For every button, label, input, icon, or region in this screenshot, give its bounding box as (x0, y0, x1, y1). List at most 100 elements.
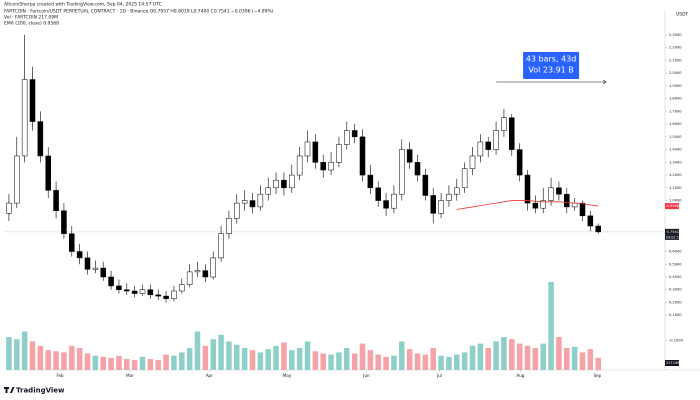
brand: TradingView (16, 387, 65, 395)
candle-body (414, 162, 421, 176)
volume-bar (375, 354, 381, 370)
candle-body (116, 285, 122, 290)
candle-body (179, 284, 185, 292)
ema-line (456, 200, 599, 210)
volume-bar (516, 343, 523, 370)
candle-body (139, 289, 146, 294)
candle-body (579, 202, 586, 217)
candle-body (69, 233, 75, 252)
y-tick-label: 1.5000 (669, 135, 682, 139)
volume-bar (241, 348, 248, 370)
candle-body (124, 289, 130, 292)
volume-bar (29, 341, 36, 370)
y-tick-label: 0.1000 (669, 313, 682, 317)
volume-bars (6, 282, 601, 370)
volume-bar (21, 331, 28, 370)
candle-body (265, 187, 271, 195)
volume-bar (532, 348, 539, 370)
volume-bar (524, 345, 531, 370)
candle-body (359, 136, 366, 176)
volume-bar (186, 348, 193, 370)
y-tick-label: 0.3000 (669, 288, 682, 292)
volume-bar (53, 351, 59, 370)
candle-body (516, 149, 523, 176)
header-author: AltcoinSherpa created with TradingView.c… (4, 2, 162, 8)
candle-body (454, 187, 460, 195)
candle-body (6, 202, 12, 214)
candle-body (336, 144, 342, 163)
volume-bar (194, 331, 201, 370)
volume-bar (446, 356, 452, 370)
volume-bar (344, 348, 350, 370)
volume-label-box (665, 360, 679, 366)
candle-body (320, 162, 326, 171)
volume-bar (485, 348, 491, 370)
volume-bar (454, 354, 460, 370)
volume-bar (501, 337, 507, 370)
candle-body (202, 270, 209, 278)
candle-body (430, 195, 436, 214)
candle-body (556, 187, 562, 195)
volume-bar (139, 356, 146, 370)
volume-bar (579, 352, 586, 370)
volume-bar (289, 350, 295, 370)
price-label-box (665, 203, 679, 210)
candle-body (147, 289, 154, 296)
header-volume: Vol · FARTCOIN 217.09M (4, 15, 58, 21)
candle-body (422, 174, 429, 196)
price-label: 0.7541 (667, 230, 680, 234)
volume-bar (265, 349, 271, 370)
volume-bar (257, 352, 264, 370)
candle-body (108, 276, 114, 287)
volume-bar (234, 344, 240, 370)
candle-body (548, 187, 554, 201)
candle-body (540, 200, 546, 209)
volume-bar (571, 346, 578, 370)
volume-bar (273, 345, 279, 370)
volume-bar (328, 354, 334, 370)
y-tick-label: 1.6000 (669, 122, 682, 126)
logo-icon (4, 387, 15, 393)
candle-body (257, 193, 264, 208)
volume-bar (131, 360, 138, 370)
candle-body (493, 130, 499, 150)
volume-bar (477, 343, 484, 370)
price-label: 0.9568 (667, 204, 680, 208)
candle-body (469, 155, 476, 169)
candle-body (218, 233, 224, 259)
y-tick-label: -0.1000 (669, 339, 684, 343)
candle-body (367, 174, 374, 189)
volume-bar (6, 337, 12, 370)
measure-text: 43 bars, 43d (526, 55, 577, 64)
volume-bar (469, 345, 476, 370)
candle-body (76, 251, 83, 259)
candle-body (312, 141, 319, 163)
x-tick-label: May (283, 373, 292, 378)
candle-body (524, 174, 531, 204)
volume-bar (304, 341, 311, 370)
volume-bar (281, 342, 287, 370)
volume-bar (414, 353, 421, 370)
volume-bar (406, 349, 413, 370)
countdown-box (665, 234, 679, 240)
volume-bar (202, 345, 209, 370)
y-tick-label: 0.6000 (669, 250, 682, 254)
volume-bar (540, 343, 546, 370)
volume-bar (548, 282, 554, 370)
y-tick-label: 1.9000 (669, 84, 682, 88)
volume-bar (359, 343, 366, 370)
y-tick-label: 1.1000 (669, 186, 682, 190)
y-tick-label: 2.3000 (669, 33, 682, 37)
volume-bar (14, 339, 20, 370)
candle-body (21, 79, 28, 157)
volume-bar (509, 339, 515, 370)
volume-bar (69, 345, 75, 370)
price-label-box (665, 228, 679, 235)
countdown: 09:02:59 (666, 235, 681, 239)
candle-body (375, 187, 381, 201)
candle-body (273, 179, 279, 189)
volume-bar (336, 352, 342, 370)
candle-body (281, 179, 287, 189)
